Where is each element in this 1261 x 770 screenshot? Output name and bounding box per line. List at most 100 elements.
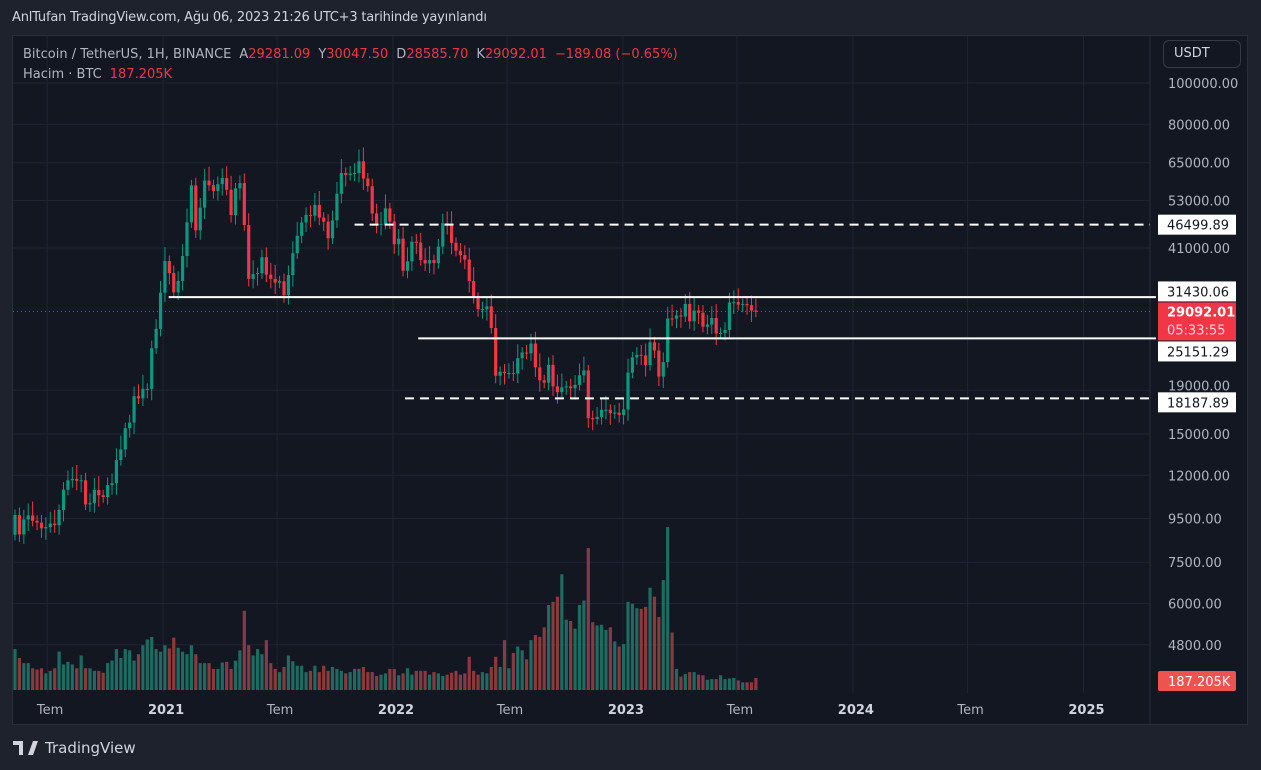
volume-bar bbox=[119, 658, 123, 690]
candle-body bbox=[233, 188, 238, 215]
volume-bar bbox=[141, 645, 145, 690]
volume-bar bbox=[44, 673, 48, 690]
price-tick-label: 9500.00 bbox=[1168, 512, 1222, 527]
candle-body bbox=[44, 527, 48, 529]
volume-bar bbox=[317, 672, 321, 690]
candle-body bbox=[397, 238, 401, 245]
candle-body bbox=[326, 221, 330, 239]
candle-body bbox=[723, 329, 727, 333]
candle-body bbox=[401, 238, 405, 271]
candle-body bbox=[88, 503, 92, 505]
symbol-title[interactable]: Bitcoin / TetherUS, 1H, BINANCE bbox=[23, 47, 232, 62]
volume-bar bbox=[520, 650, 524, 690]
candle-body bbox=[432, 260, 436, 263]
price-tick-label: 65000.00 bbox=[1168, 157, 1230, 172]
volume-bar bbox=[194, 654, 198, 690]
candle-body bbox=[150, 348, 154, 389]
candle-body bbox=[542, 380, 546, 383]
price-tick-label: 7500.00 bbox=[1168, 556, 1222, 571]
volume-bar bbox=[229, 668, 233, 690]
volume-bar bbox=[57, 651, 61, 690]
volume-bars bbox=[13, 527, 758, 690]
candle-body bbox=[621, 409, 626, 415]
volume-bar bbox=[674, 668, 679, 690]
candle-body bbox=[392, 221, 396, 245]
candle-body bbox=[388, 208, 392, 222]
volume-bar bbox=[339, 670, 343, 690]
candle-body bbox=[410, 241, 414, 262]
volume-bar bbox=[749, 682, 754, 690]
candles bbox=[13, 147, 758, 544]
volume-bar bbox=[591, 622, 595, 690]
volume-bar bbox=[251, 655, 255, 690]
time-tick-label: Tem bbox=[726, 703, 753, 718]
tradingview-logo[interactable]: TradingView bbox=[13, 739, 136, 757]
volume-bar bbox=[176, 647, 180, 690]
candle-body bbox=[551, 364, 555, 387]
candle-body bbox=[92, 490, 96, 504]
level-label-box bbox=[1158, 214, 1236, 235]
candle-body bbox=[308, 214, 313, 216]
candle-body bbox=[172, 273, 176, 293]
time-tick-label: Tem bbox=[496, 703, 523, 718]
published-note: AnlTufan TradingView.com, Ağu 06, 2023 2… bbox=[12, 10, 487, 25]
level-label: 46499.89 bbox=[1167, 219, 1229, 234]
candle-body bbox=[604, 409, 608, 411]
volume-bar bbox=[348, 672, 352, 690]
volume-bar bbox=[710, 679, 714, 690]
volume-bar bbox=[335, 668, 339, 690]
volume-title[interactable]: Hacim · BTC bbox=[23, 67, 102, 82]
candle-body bbox=[330, 220, 335, 239]
volume-bar bbox=[577, 604, 582, 690]
volume-bar bbox=[106, 663, 110, 690]
candle-body bbox=[692, 310, 696, 322]
candle-body bbox=[251, 274, 255, 279]
candle-body bbox=[114, 460, 119, 484]
volume-bar bbox=[414, 670, 418, 690]
candle-body bbox=[225, 178, 229, 190]
candle-body bbox=[608, 409, 612, 414]
low-label: D bbox=[396, 47, 407, 62]
volume-bar bbox=[242, 610, 246, 690]
volume-bar bbox=[419, 670, 423, 690]
candle-body bbox=[635, 354, 639, 358]
candle-body bbox=[66, 480, 70, 490]
candle-body bbox=[516, 358, 520, 374]
volume-bar bbox=[13, 649, 17, 690]
candle-body bbox=[216, 184, 220, 191]
candle-body bbox=[520, 352, 524, 359]
candle-body bbox=[198, 207, 202, 231]
candle-body bbox=[745, 303, 749, 306]
volume-bar bbox=[114, 649, 119, 690]
volume-bar bbox=[454, 670, 458, 690]
currency-button[interactable]: USDT bbox=[1163, 40, 1241, 68]
volume-bar bbox=[727, 678, 732, 690]
level-label: 31430.06 bbox=[1167, 285, 1229, 300]
time-tick-label: 2021 bbox=[148, 703, 184, 718]
volume-bar bbox=[542, 627, 546, 690]
open-label: A bbox=[239, 47, 249, 62]
candle-body bbox=[652, 342, 657, 351]
volume-bar bbox=[330, 666, 335, 690]
candle-body bbox=[683, 303, 687, 317]
volume-bar bbox=[79, 655, 83, 690]
volume-bar bbox=[405, 668, 410, 690]
volume-bar bbox=[136, 654, 141, 690]
volume-bar bbox=[754, 678, 758, 690]
chart-panel[interactable] bbox=[12, 35, 1248, 725]
candle-body bbox=[269, 274, 273, 279]
volume-bar bbox=[621, 643, 626, 690]
candle-body bbox=[141, 388, 145, 399]
volume-bar bbox=[595, 625, 599, 690]
volume-bar bbox=[551, 601, 555, 690]
volume-bar bbox=[370, 672, 374, 690]
candle-body bbox=[158, 292, 163, 329]
volume-bar bbox=[688, 672, 692, 690]
volume-bar bbox=[538, 636, 542, 690]
volume-bar bbox=[683, 674, 687, 690]
volume-bar bbox=[322, 665, 326, 690]
candle-body bbox=[194, 185, 198, 231]
volume-bar bbox=[31, 668, 35, 690]
candle-body bbox=[53, 523, 57, 526]
